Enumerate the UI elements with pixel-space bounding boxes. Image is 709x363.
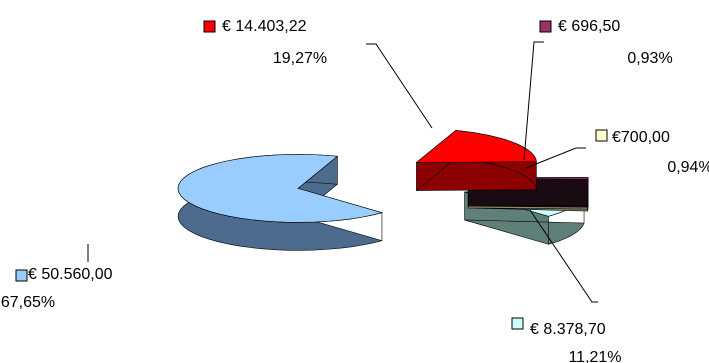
slice-value-label-3: €700,00	[612, 129, 670, 146]
slice-value-label-4: € 8.378,70	[530, 321, 606, 338]
leader-line-3	[525, 147, 586, 169]
slice-percent-label-3: 0,94%	[667, 159, 709, 176]
legend-key-1	[203, 20, 216, 33]
slice-percent-label-0: 67,65%	[1, 294, 55, 311]
pie-slice-0	[177, 154, 384, 223]
leader-line-1	[366, 43, 433, 129]
slice-value-label-0: € 50.560,00	[28, 266, 113, 283]
leader-line-2	[523, 41, 544, 161]
slice-percent-label-4: 11,21%	[568, 349, 621, 363]
leader-line-4	[529, 209, 598, 303]
legend-key-2	[539, 20, 552, 33]
slice-value-label-1: € 14.403,22	[222, 18, 307, 35]
legend-key-4	[511, 317, 524, 330]
slice-percent-label-2: 0,93%	[627, 50, 672, 67]
slice-value-label-2: € 696,50	[558, 18, 620, 35]
slice-percent-label-1: 19,27%	[273, 50, 327, 67]
legend-key-0	[15, 269, 28, 282]
pie-slice-1	[415, 130, 537, 163]
legend-key-3	[595, 129, 608, 142]
